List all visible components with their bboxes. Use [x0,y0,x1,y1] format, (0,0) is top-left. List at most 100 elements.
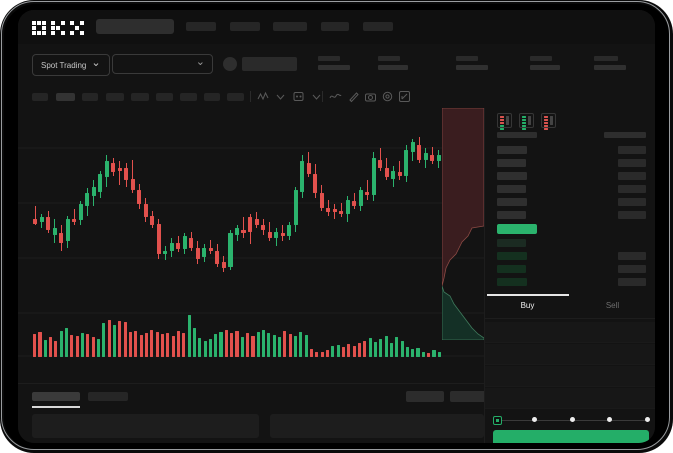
orderbook-ask-row[interactable] [485,146,655,155]
bid-amount-bar [497,239,526,247]
candle-body [319,193,324,208]
orderbook-last-price [485,224,655,234]
orderbook-bid-row[interactable] [485,239,655,248]
market-type-selector[interactable]: Spot Trading ⌄ [32,54,110,76]
orderbook-ask-row[interactable] [485,185,655,194]
orderbook-mode-asks-icon[interactable] [541,113,556,130]
tool-timeframe-1h[interactable] [131,93,149,101]
tab-sell[interactable]: Sell [605,301,620,310]
candle-body [397,172,402,176]
chart-tab-order-history[interactable] [88,392,128,401]
footer-bar [18,409,484,443]
orders-tabbar [18,383,488,410]
stat-label [378,56,400,61]
orderbook-ask-row[interactable] [485,172,655,181]
candle-wick [119,161,121,186]
tool-timeframe-4h[interactable] [156,93,173,101]
orderbook-bid-row[interactable] [485,252,655,261]
orderbook-mode-both-icon[interactable] [497,113,512,130]
orderbook-mode-bids-icon[interactable] [519,113,534,130]
candle-body [91,186,96,197]
candle-body [39,217,44,222]
candle-body [274,231,279,238]
okx-logo[interactable] [32,21,87,35]
orderbook-bid-row[interactable] [485,278,655,287]
tool-timeframe-5m[interactable] [56,93,75,101]
candle-body [358,190,363,206]
ob-mode-line [522,122,526,124]
tool-timeframe-1m[interactable] [32,93,48,101]
candle-body [221,262,226,269]
tool-timeframe-15m[interactable] [82,93,98,101]
chevron-down-2-icon[interactable] [310,90,323,103]
nav-item-3[interactable] [273,22,307,31]
fullscreen-icon[interactable] [398,90,411,103]
ob-mode-line [544,116,548,118]
settings-gear-icon[interactable] [381,90,394,103]
buy-submit-button[interactable] [493,430,649,443]
candle-body [189,238,194,248]
compare-icon[interactable] [292,90,305,103]
nav-item-5[interactable] [363,22,393,31]
trading-pair-select[interactable]: ⌄ [112,54,213,74]
candle-body [410,142,415,152]
orderbook-ask-row[interactable] [485,198,655,207]
chevron-down-icon[interactable] [274,90,287,103]
tool-timeframe-1d[interactable] [180,93,197,101]
indicator-zigzag-icon[interactable] [257,90,270,103]
okx-logo-glyph-2 [70,21,84,35]
ask-total-bar [618,146,646,154]
footer-card-positions[interactable] [32,414,259,438]
coin-avatar [223,57,237,71]
candle-body [215,250,220,264]
ob-mode-line [544,128,548,130]
orderbook-ask-row[interactable] [485,159,655,168]
camera-icon[interactable] [364,90,377,103]
global-search-input[interactable] [96,19,174,34]
slider-handle[interactable] [493,416,502,425]
candle-body [117,167,122,171]
candle-wick [210,239,212,254]
nav-item-1[interactable] [186,22,216,31]
nav-item-2[interactable] [230,22,260,31]
form-row-price[interactable] [485,344,655,365]
orderbook-ask-row[interactable] [485,211,655,220]
footer-action-1[interactable] [406,391,444,402]
slider-stop[interactable] [532,417,537,422]
nav-item-4[interactable] [321,22,349,31]
candle-body [202,247,207,258]
last-price-display [242,57,297,71]
stat-24h-volume [530,56,560,70]
slider-stop[interactable] [644,417,650,422]
ob-mode-line [500,116,504,118]
candle-body [371,158,376,195]
drawing-pencil-icon[interactable] [347,90,360,103]
form-row-total[interactable] [485,388,655,409]
tool-timeframe-30m[interactable] [106,93,124,101]
amount-slider[interactable] [493,415,650,425]
form-row-order-type[interactable] [485,322,655,343]
candle-body [404,150,409,176]
candle-body [104,161,109,178]
chart-tab-open-orders[interactable] [32,392,80,401]
toolbar-divider [250,91,251,102]
orderbook-bid-row[interactable] [485,265,655,274]
tool-timeframe-1mo[interactable] [227,93,244,101]
price-chart[interactable] [18,108,484,383]
stat-value [530,65,560,70]
footer-card-assets[interactable] [270,414,484,438]
candle-body [332,209,337,213]
bid-total-bar [618,265,646,273]
footer-action-2[interactable] [450,391,488,402]
ob-mode-line [500,128,504,130]
candle-body [267,231,272,238]
slider-stop[interactable] [607,417,612,422]
depth-chart-overlay [442,108,484,340]
tab-buy[interactable]: Buy [520,301,535,310]
form-row-amount[interactable] [485,366,655,387]
tool-timeframe-1w[interactable] [204,93,220,101]
ask-total-bar [618,185,646,193]
slider-stop[interactable] [569,417,575,422]
orderbook-column-headers [485,132,655,142]
line-chart-icon[interactable] [329,90,342,103]
